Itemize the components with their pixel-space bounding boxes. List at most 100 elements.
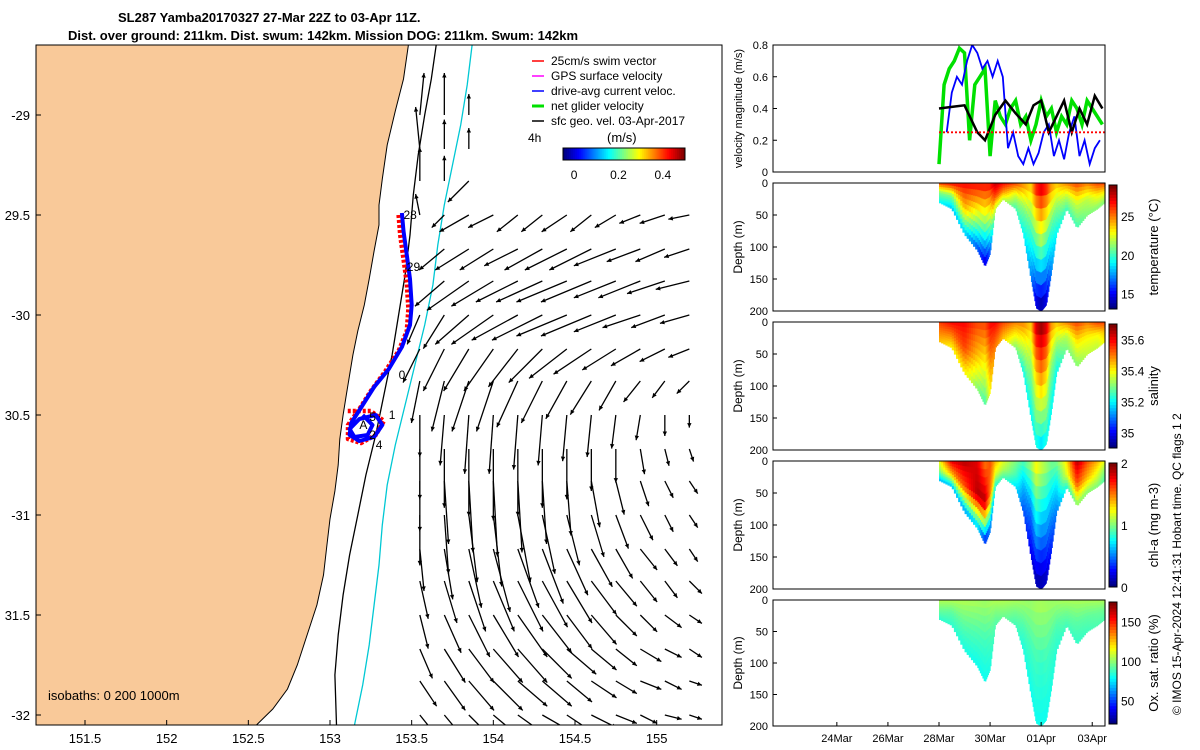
section-cell [1093, 188, 1097, 192]
section-cell [1022, 643, 1024, 649]
section-cell [1068, 325, 1071, 329]
geo-vector-head [608, 581, 613, 587]
section-cell [1073, 187, 1076, 192]
section-cell [983, 379, 986, 389]
section-cell [1097, 481, 1100, 485]
geo-vector [566, 580, 593, 624]
section-cell [1076, 187, 1080, 193]
section-cell [1038, 347, 1041, 361]
section-cell [993, 190, 995, 195]
section-cell [949, 332, 953, 336]
section-cell [1088, 183, 1092, 187]
section-cell [1097, 198, 1100, 202]
section-cell [1048, 383, 1051, 395]
section-cell [945, 342, 949, 346]
geo-vector-head [668, 216, 674, 221]
section-cell [1063, 199, 1066, 203]
colorbar-cell [619, 148, 623, 160]
section-cell [985, 663, 988, 672]
section-cell [985, 670, 988, 680]
section-cell [1042, 208, 1044, 222]
section-cell [949, 185, 953, 189]
section-cell [1041, 297, 1043, 312]
section-cell [945, 479, 949, 483]
section-cell [991, 645, 994, 652]
section-cell [1018, 482, 1021, 487]
section-cell [1051, 512, 1053, 523]
section-cell [968, 622, 972, 630]
section-cell [982, 322, 985, 331]
section-cell [1039, 575, 1041, 589]
section-cell [1048, 332, 1051, 344]
section-cell [1023, 232, 1026, 239]
section-cell [1053, 369, 1056, 377]
geo-vector-head [508, 377, 514, 383]
section-cell [1047, 540, 1049, 553]
section-colorbar-cell [1109, 284, 1117, 288]
section-cell [1098, 187, 1101, 191]
section-cell [1055, 360, 1058, 367]
section-colorbar-cell [1109, 281, 1117, 285]
geo-vector [524, 248, 568, 271]
section-cell [1036, 649, 1039, 663]
section-cell [1033, 517, 1035, 530]
section-y-tick-label: 50 [756, 488, 768, 500]
section-cell [1071, 340, 1075, 345]
section-cell [970, 201, 974, 208]
section-cell [978, 614, 981, 622]
section-cell [1020, 348, 1023, 354]
section-cell [975, 651, 978, 659]
section-colorbar-cell [1109, 206, 1117, 211]
section-cell [995, 475, 998, 479]
section-cell [968, 322, 972, 329]
legend-entry: 25cm/s swim vector [551, 54, 656, 68]
section-cell [1054, 201, 1057, 208]
colorbar-tick-label: 0 [571, 168, 578, 182]
section-cell [1053, 236, 1056, 245]
section-cell [1034, 704, 1036, 717]
section-cell [1035, 383, 1037, 397]
section-cell [1009, 461, 1012, 464]
section-cell [1053, 227, 1055, 236]
section-cell [1028, 389, 1031, 399]
section-cell [958, 350, 961, 356]
section-cell [999, 199, 1001, 202]
section-cell [1035, 534, 1037, 548]
geo-vector-head [627, 290, 632, 295]
section-cell [949, 617, 953, 621]
section-cell [1059, 358, 1063, 364]
section-cell [968, 339, 972, 346]
section-cell [989, 600, 991, 608]
section-cell [981, 607, 984, 616]
section-cell [941, 199, 944, 203]
section-cell [1036, 486, 1039, 500]
section-cell [1099, 467, 1102, 471]
geo-vector [615, 548, 634, 579]
section-cell [1048, 512, 1051, 524]
section-cell [1058, 362, 1061, 368]
section-cell [985, 477, 988, 486]
section-cell [951, 183, 955, 187]
section-cell [1000, 333, 1003, 336]
section-cell [1055, 204, 1058, 211]
geo-vector-head [566, 701, 572, 707]
section-cell [994, 466, 996, 471]
section-cell [1040, 221, 1042, 235]
section-cell [999, 334, 1001, 337]
section-cell [1034, 392, 1036, 405]
section-cell [1056, 322, 1059, 328]
section-cell [1054, 485, 1057, 492]
velocity-y-tick-label: 0 [762, 167, 768, 179]
section-cell [966, 472, 970, 479]
section-cell [991, 214, 994, 220]
section-cell [973, 201, 976, 209]
geo-vector [463, 414, 470, 474]
section-cell [1088, 322, 1092, 326]
section-cell [1004, 334, 1008, 338]
section-cell [1020, 639, 1023, 645]
section-cell [1032, 408, 1035, 420]
section-cell [1083, 214, 1087, 219]
geo-vector [443, 548, 454, 600]
section-cell [982, 361, 985, 371]
section-cell [987, 637, 989, 646]
